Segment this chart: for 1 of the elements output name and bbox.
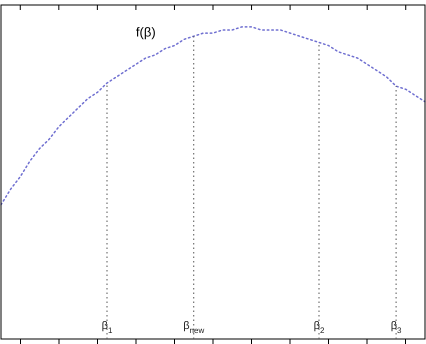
- series-label: f(β): [136, 24, 156, 40]
